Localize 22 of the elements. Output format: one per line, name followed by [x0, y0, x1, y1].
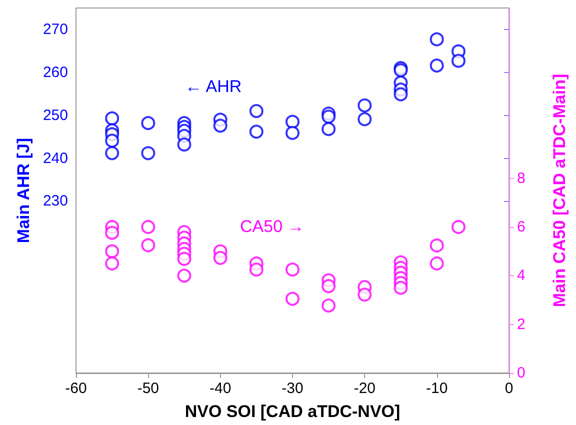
annotation: ← AHR — [185, 77, 242, 96]
x-tick-label: -40 — [209, 380, 232, 397]
x-tick-label: 0 — [504, 380, 514, 397]
x-tick-label: -10 — [426, 380, 448, 397]
y-tick-label: 270 — [42, 20, 68, 38]
y-tick-label: 250 — [42, 106, 68, 124]
y2-tick-label: 4 — [517, 267, 526, 284]
y2-tick-label: 6 — [517, 218, 526, 236]
x-tick-label: -50 — [137, 380, 160, 397]
annotation: CA50 → — [240, 217, 304, 236]
x-axis-title: NVO SOI [CAD aTDC-NVO] — [184, 402, 400, 421]
x-tick-label: -30 — [282, 380, 304, 397]
y2-tick-label: 8 — [517, 170, 526, 187]
y2-tick-label: 0 — [517, 364, 526, 382]
y2-tick-label: 2 — [517, 316, 526, 333]
x-tick-label: -60 — [65, 380, 87, 397]
x-tick-label: -20 — [354, 380, 376, 397]
y-tick-label: 260 — [42, 64, 68, 81]
y2-axis-title: Main CA50 [CAD aTDC-Main] — [550, 74, 569, 308]
y-tick-label: 230 — [42, 192, 68, 210]
y-tick-label: 240 — [42, 150, 68, 167]
y-axis-title: Main AHR [J] — [14, 138, 34, 244]
